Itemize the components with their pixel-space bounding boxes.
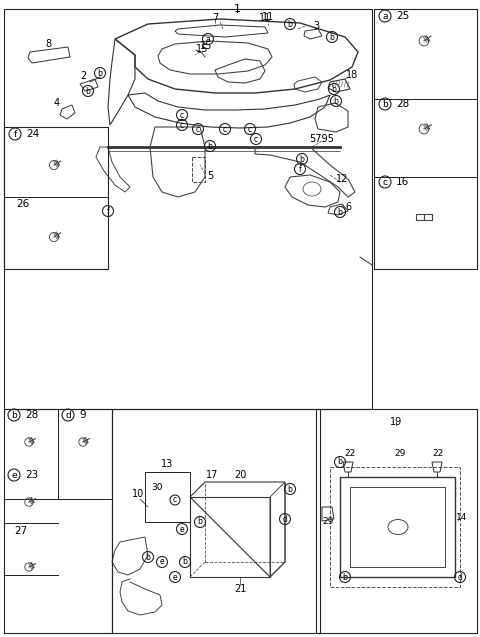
Text: c: c <box>180 110 184 120</box>
Text: b: b <box>334 96 338 106</box>
Text: b: b <box>145 552 150 561</box>
Text: c: c <box>383 178 387 187</box>
Text: 22: 22 <box>432 450 444 459</box>
Text: e: e <box>11 471 17 480</box>
Text: 18: 18 <box>346 70 358 80</box>
Text: b: b <box>330 32 335 41</box>
Text: 22: 22 <box>344 450 356 459</box>
Text: b: b <box>337 457 342 466</box>
Text: b: b <box>97 69 102 78</box>
Text: b: b <box>182 557 187 566</box>
Text: c: c <box>196 124 200 134</box>
Text: 5: 5 <box>207 171 213 181</box>
Text: 28: 28 <box>25 410 38 420</box>
Text: 15: 15 <box>196 44 208 54</box>
Text: b: b <box>198 517 203 527</box>
Text: 23: 23 <box>25 470 38 480</box>
Text: 4: 4 <box>54 98 60 108</box>
Text: 11: 11 <box>259 13 271 23</box>
Text: 10: 10 <box>132 489 144 499</box>
Text: 19: 19 <box>390 417 403 427</box>
Text: d: d <box>283 515 288 524</box>
Text: b: b <box>288 20 292 29</box>
Text: 2: 2 <box>80 71 86 81</box>
Text: c: c <box>254 134 258 143</box>
Text: d: d <box>457 573 462 582</box>
Text: b: b <box>85 87 90 96</box>
Text: c: c <box>248 124 252 134</box>
Text: 5795: 5795 <box>310 134 335 144</box>
Text: b: b <box>11 410 17 420</box>
Text: 17: 17 <box>206 470 218 480</box>
Text: f: f <box>13 129 17 138</box>
Text: 16: 16 <box>396 177 409 187</box>
Text: 8: 8 <box>45 39 51 49</box>
Text: c: c <box>180 120 184 129</box>
Text: f: f <box>299 164 301 173</box>
Text: b: b <box>300 155 304 164</box>
Text: 20: 20 <box>234 470 246 480</box>
Text: 28: 28 <box>396 99 409 109</box>
Text: 14: 14 <box>456 513 468 522</box>
Text: d: d <box>65 410 71 420</box>
Text: 11: 11 <box>262 12 274 22</box>
Text: 7: 7 <box>212 13 218 23</box>
Text: e: e <box>180 524 184 534</box>
Text: b: b <box>332 85 336 94</box>
Text: b: b <box>382 99 388 108</box>
Text: 15: 15 <box>200 41 212 51</box>
Text: f: f <box>107 206 109 215</box>
Text: b: b <box>288 485 292 494</box>
Text: a: a <box>382 11 388 20</box>
Text: 30: 30 <box>151 482 163 492</box>
Text: 27: 27 <box>14 526 27 536</box>
Text: 24: 24 <box>26 129 39 139</box>
Text: 13: 13 <box>161 459 173 469</box>
Text: 25: 25 <box>396 11 409 21</box>
Text: 1: 1 <box>233 4 240 14</box>
Text: b: b <box>337 208 342 217</box>
Text: b: b <box>207 141 213 150</box>
Text: 26: 26 <box>16 199 29 209</box>
Text: b: b <box>343 573 348 582</box>
Text: 9: 9 <box>79 410 85 420</box>
Text: e: e <box>173 573 177 582</box>
Text: 29: 29 <box>322 517 334 527</box>
Text: c: c <box>223 124 227 134</box>
Text: c: c <box>173 496 177 505</box>
Text: e: e <box>160 557 164 566</box>
Text: 6: 6 <box>345 202 351 212</box>
Text: 12: 12 <box>336 174 348 184</box>
Text: 29: 29 <box>394 450 406 459</box>
Text: 21: 21 <box>234 584 246 594</box>
Text: 3: 3 <box>313 21 319 31</box>
Text: a: a <box>205 34 210 43</box>
